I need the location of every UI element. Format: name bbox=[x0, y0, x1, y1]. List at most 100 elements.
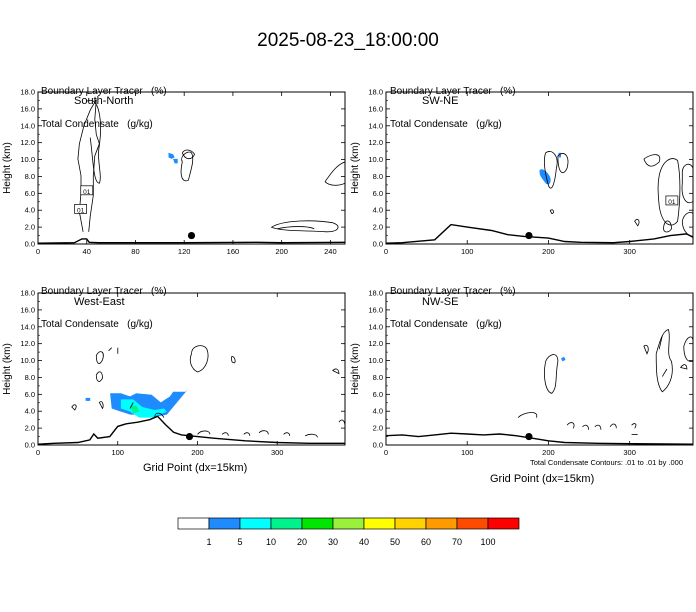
condensate-contour bbox=[681, 212, 693, 237]
tracer-region bbox=[168, 152, 175, 159]
x-tick-label: 120 bbox=[178, 247, 191, 256]
panel-name: NW-SE bbox=[422, 296, 458, 308]
y-tick-label: 6.0 bbox=[373, 390, 383, 399]
colorbar-label: 70 bbox=[452, 537, 462, 547]
x-tick-label: 300 bbox=[623, 448, 636, 457]
x-tick-label: 100 bbox=[461, 448, 474, 457]
contour-label: 01 bbox=[83, 189, 91, 196]
y-tick-label: 16.0 bbox=[368, 305, 383, 314]
tracer-region bbox=[539, 169, 551, 185]
condensate-contour bbox=[661, 368, 668, 377]
y-tick-label: 12.0 bbox=[20, 339, 35, 348]
condensate-contour bbox=[258, 430, 269, 435]
terrain-line bbox=[38, 415, 345, 445]
terrain-fill bbox=[386, 433, 693, 445]
panel-header-4: Boundary Layer Tracer (%) Total Condensa… bbox=[390, 264, 516, 341]
y-tick-label: 0.0 bbox=[373, 240, 383, 249]
condensate-contour bbox=[680, 364, 688, 370]
tracer-region bbox=[561, 356, 566, 362]
condensate-contour bbox=[86, 99, 101, 184]
condensate-contour bbox=[683, 336, 693, 363]
plot-frame bbox=[385, 91, 694, 245]
condensate-contour bbox=[77, 99, 100, 232]
x-tick-label: 0 bbox=[36, 448, 40, 457]
panel-west-east: Height (km) bbox=[2, 292, 346, 446]
colorbar-swatch bbox=[270, 517, 303, 530]
terrain-fill bbox=[386, 224, 693, 244]
condensate-contour bbox=[663, 220, 672, 233]
y-tick-label: 14.0 bbox=[20, 121, 35, 130]
colorbar-label: 50 bbox=[390, 537, 400, 547]
condensate-contour bbox=[108, 347, 112, 352]
condensate-contour bbox=[304, 433, 318, 438]
condensate-contour bbox=[634, 218, 640, 227]
condensate-contour bbox=[95, 351, 104, 364]
colorbar-label: 5 bbox=[237, 537, 242, 547]
colorbar-swatch bbox=[177, 517, 210, 530]
y-tick-label: 12.0 bbox=[368, 339, 383, 348]
plot-frame bbox=[37, 292, 346, 446]
panel-header-3: Boundary Layer Tracer (%) Total Condensa… bbox=[41, 264, 167, 341]
panel-sw-ne: Height (km) bbox=[350, 91, 694, 245]
y-tick-label: 0.0 bbox=[25, 441, 35, 450]
colorbar-label: 20 bbox=[297, 537, 307, 547]
y-axis-title: Height (km) bbox=[350, 343, 361, 395]
panel-name: SW-NE bbox=[422, 95, 458, 107]
plot-frame bbox=[385, 292, 694, 446]
y-tick-label: 4.0 bbox=[373, 407, 383, 416]
condensate-contour bbox=[517, 412, 538, 418]
x-tick-label: 200 bbox=[191, 448, 204, 457]
x-tick-label: 300 bbox=[623, 247, 636, 256]
y-tick-label: 2.0 bbox=[373, 424, 383, 433]
y-tick-label: 14.0 bbox=[368, 121, 383, 130]
colorbar-label: 10 bbox=[266, 537, 276, 547]
y-tick-label: 16.0 bbox=[20, 305, 35, 314]
x-tick-label: 100 bbox=[461, 247, 474, 256]
terrain-line bbox=[386, 432, 693, 445]
panel-header-line2: Total Condensate (g/kg) bbox=[41, 319, 153, 330]
y-tick-label: 16.0 bbox=[368, 104, 383, 113]
condensate-contour bbox=[609, 423, 617, 429]
y-tick-label: 2.0 bbox=[373, 223, 383, 232]
y-tick-label: 18.0 bbox=[20, 88, 35, 97]
y-tick-label: 10.0 bbox=[20, 155, 35, 164]
terrain-line bbox=[386, 223, 693, 244]
colorbar-swatch bbox=[487, 517, 520, 530]
y-axis-title: Height (km) bbox=[350, 142, 361, 194]
condensate-contour bbox=[71, 404, 77, 411]
y-axis-title: Height (km) bbox=[2, 343, 13, 395]
x-tick-label: 300 bbox=[271, 448, 284, 457]
contour-label-box bbox=[80, 185, 94, 196]
panel-nw-se: Height (km) bbox=[350, 292, 694, 446]
y-tick-label: 0.0 bbox=[25, 240, 35, 249]
colorbar-swatch bbox=[301, 517, 334, 530]
panel-name: West-East bbox=[74, 296, 125, 308]
location-marker bbox=[185, 432, 194, 441]
condensate-contour bbox=[180, 151, 194, 182]
y-tick-label: 10.0 bbox=[368, 356, 383, 365]
contour-label-box bbox=[74, 204, 87, 214]
y-tick-label: 4.0 bbox=[25, 407, 35, 416]
colorbar-swatch bbox=[425, 517, 458, 530]
condensate-contour bbox=[544, 354, 559, 394]
condensate-contour bbox=[221, 432, 229, 436]
x-tick-label: 240 bbox=[324, 247, 337, 256]
panel-header-line2: Total Condensate (g/kg) bbox=[390, 319, 502, 330]
y-tick-label: 4.0 bbox=[25, 206, 35, 215]
x-tick-label: 200 bbox=[275, 247, 288, 256]
panel-name: South-North bbox=[74, 95, 133, 107]
page-title: 2025-08-23_18:00:00 bbox=[257, 30, 439, 51]
panel-south-north: Height (km) bbox=[2, 91, 346, 245]
condensate-contour bbox=[594, 424, 602, 430]
condensate-contour bbox=[129, 402, 134, 409]
condensate-contour bbox=[338, 419, 345, 427]
condensate-contour bbox=[543, 151, 558, 189]
colorbar bbox=[177, 517, 520, 530]
colorbar-label: 1 bbox=[206, 537, 211, 547]
y-tick-label: 18.0 bbox=[368, 289, 383, 298]
y-tick-label: 4.0 bbox=[373, 206, 383, 215]
condensate-contour bbox=[655, 329, 673, 393]
panel-inner bbox=[386, 151, 693, 244]
x-tick-label: 80 bbox=[131, 247, 139, 256]
